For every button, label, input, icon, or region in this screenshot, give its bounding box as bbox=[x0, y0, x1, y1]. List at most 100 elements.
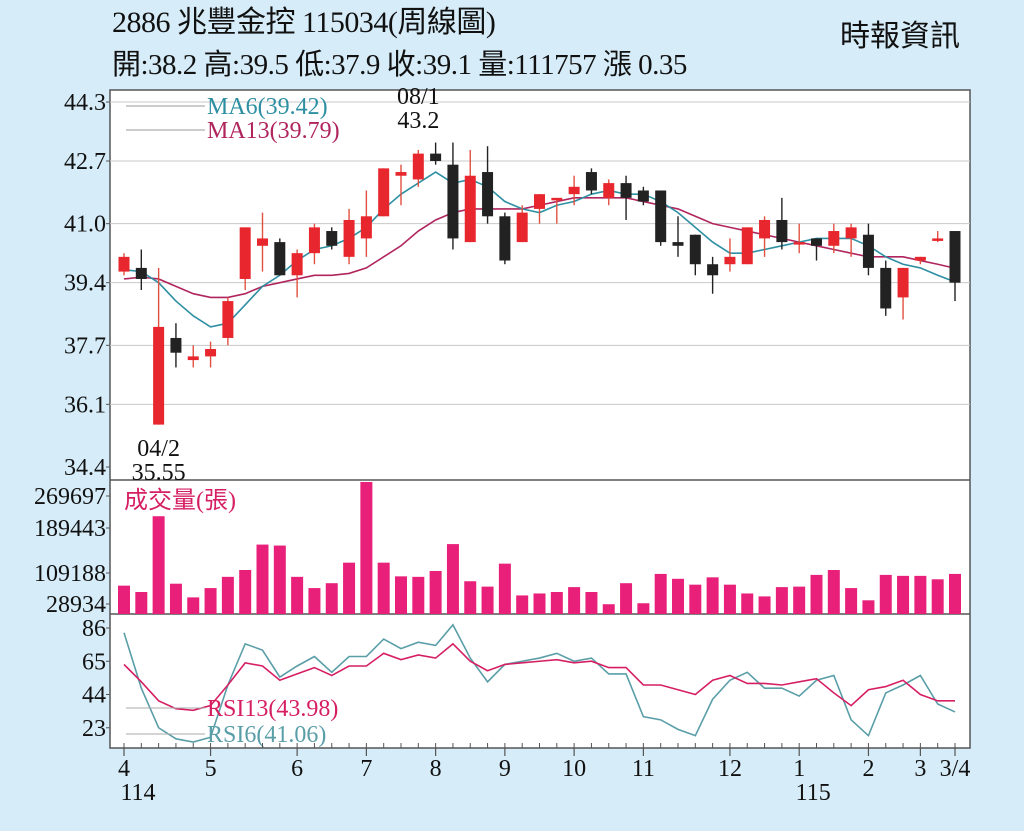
candle-body bbox=[637, 190, 649, 202]
candle-body bbox=[239, 227, 251, 279]
candle-body bbox=[603, 183, 615, 198]
x-axis-label: 10 bbox=[562, 756, 586, 782]
candle-body bbox=[516, 212, 528, 243]
volume-axis-label: 28934 bbox=[46, 592, 106, 618]
volume-bar bbox=[706, 577, 719, 614]
volume-bar bbox=[343, 562, 356, 614]
volume-bar bbox=[758, 596, 771, 614]
candle-body bbox=[257, 238, 268, 246]
x-axis-label: 5 bbox=[205, 756, 217, 782]
volume-title: 成交量(張) bbox=[124, 487, 236, 514]
high-annotation: 08/1 bbox=[397, 84, 440, 110]
volume-axis-label: 269697 bbox=[34, 484, 106, 510]
x-axis-label: 9 bbox=[499, 756, 511, 782]
source-label: 時報資訊 bbox=[840, 20, 960, 53]
candle-body bbox=[430, 153, 442, 161]
price-axis-label: 36.1 bbox=[64, 392, 106, 418]
volume-bar bbox=[568, 587, 581, 614]
price-axis-label: 39.4 bbox=[64, 271, 106, 297]
price-axis-label: 37.7 bbox=[64, 333, 106, 359]
x-axis-label: 12 bbox=[718, 756, 742, 782]
candle-body bbox=[360, 216, 372, 239]
candle-body bbox=[343, 219, 355, 257]
rsi-axis-label: 44 bbox=[82, 683, 106, 709]
candle-body bbox=[534, 194, 545, 209]
rsi-axis-label: 23 bbox=[82, 716, 106, 742]
legend-ma6: MA6(39.42) bbox=[207, 94, 328, 120]
price-axis-label: 42.7 bbox=[64, 149, 106, 175]
volume-bar bbox=[810, 574, 823, 614]
candle-body bbox=[828, 231, 840, 246]
candle-body bbox=[378, 168, 390, 217]
candle-body bbox=[412, 153, 424, 180]
volume-bar bbox=[412, 576, 425, 614]
volume-bar bbox=[897, 575, 910, 614]
rsi13-line bbox=[123, 642, 955, 712]
volume-bar bbox=[845, 588, 858, 614]
x-axis-year-label: 114 bbox=[120, 780, 155, 806]
x-axis-label: 11 bbox=[632, 756, 655, 782]
candle-body bbox=[222, 301, 234, 338]
rsi-axis-label: 86 bbox=[82, 616, 106, 642]
rsi6-line bbox=[123, 623, 956, 743]
x-axis-year-label: 115 bbox=[796, 780, 831, 806]
volume-bar bbox=[862, 600, 875, 614]
x-axis-label: 4 bbox=[118, 756, 130, 782]
candle-body bbox=[395, 172, 407, 176]
x-axis-label: 3 bbox=[914, 756, 926, 782]
candle-body bbox=[620, 183, 632, 198]
candle-body bbox=[170, 337, 182, 353]
volume-bar bbox=[395, 576, 407, 614]
candle-body bbox=[672, 242, 684, 246]
rsi-lines bbox=[123, 623, 956, 743]
candle-body bbox=[759, 219, 771, 239]
candle-body bbox=[499, 216, 511, 261]
low-annotation-value: 35.55 bbox=[132, 460, 186, 486]
candle-body bbox=[776, 219, 788, 243]
legend-ma13: MA13(39.79) bbox=[207, 118, 340, 144]
legend-rsi13: RSI13(43.98) bbox=[207, 696, 338, 722]
candle-body bbox=[949, 231, 961, 283]
volume-bar bbox=[464, 581, 477, 614]
volume-bar bbox=[118, 585, 130, 614]
rsi-axis-label: 65 bbox=[82, 649, 106, 675]
candle-body bbox=[291, 253, 303, 276]
volume-bar bbox=[135, 592, 148, 614]
candle-body bbox=[482, 172, 494, 217]
candle-body bbox=[914, 256, 926, 261]
volume-bar bbox=[741, 593, 754, 614]
candle-body bbox=[707, 264, 719, 276]
volume-bar bbox=[723, 584, 736, 614]
volume-bar bbox=[325, 583, 338, 614]
volume-bar bbox=[654, 573, 667, 614]
candle-body bbox=[551, 197, 563, 201]
candle-body bbox=[932, 238, 944, 241]
candle-body bbox=[793, 242, 805, 245]
volume-bar bbox=[827, 570, 840, 614]
x-axis-label: 2 bbox=[862, 756, 874, 782]
volume-bar bbox=[273, 545, 286, 614]
candle-body bbox=[274, 242, 286, 276]
candle-body bbox=[880, 267, 892, 309]
volume-bar bbox=[914, 575, 927, 614]
volume-bar bbox=[152, 516, 165, 614]
x-axis-label: 8 bbox=[430, 756, 442, 782]
volume-bar bbox=[949, 573, 961, 614]
candle-body bbox=[308, 227, 320, 254]
candle-body bbox=[862, 234, 874, 268]
x-axis-label: 1 bbox=[793, 756, 805, 782]
volume-bar bbox=[775, 587, 788, 614]
candle-body bbox=[811, 238, 822, 246]
volume-bar bbox=[879, 574, 892, 614]
price-axis-label: 44.3 bbox=[64, 90, 106, 116]
volume-bar bbox=[481, 586, 494, 614]
x-axis-label: 3/4 bbox=[940, 756, 971, 782]
candle-body bbox=[689, 234, 701, 265]
volume-bar bbox=[533, 593, 546, 614]
candle-body bbox=[118, 256, 130, 272]
volume-bar bbox=[602, 604, 615, 614]
candle-body bbox=[897, 267, 909, 298]
volume-bar bbox=[239, 570, 252, 614]
volume-bar bbox=[672, 578, 684, 614]
